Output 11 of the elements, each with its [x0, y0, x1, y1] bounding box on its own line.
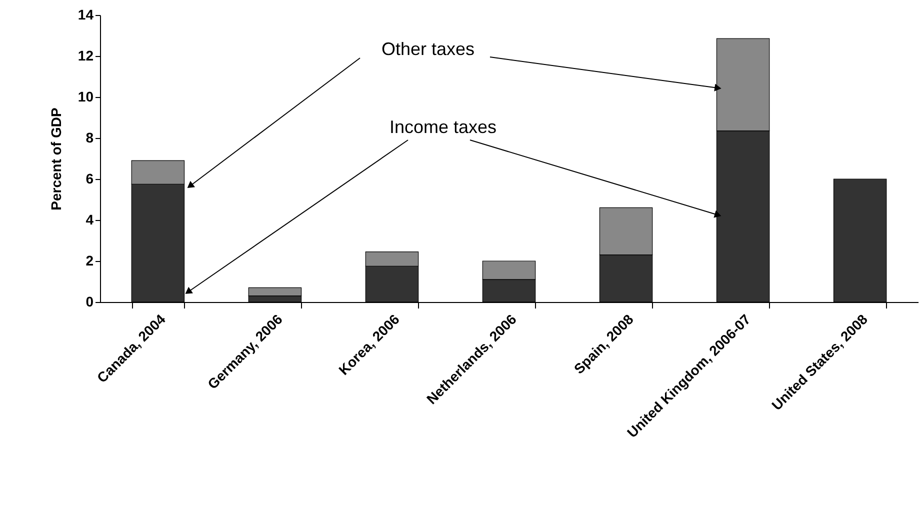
y-tick-label: 14	[78, 6, 94, 22]
y-tick-label: 4	[86, 212, 94, 228]
y-axis-title: Percent of GDP	[48, 108, 64, 210]
y-tick-label: 0	[86, 294, 94, 310]
y-tick-label: 6	[86, 170, 94, 186]
y-tick-label: 8	[86, 130, 94, 146]
y-tick-label: 12	[78, 48, 94, 64]
text: Income taxes	[389, 117, 497, 137]
y-tick-label: 10	[78, 88, 94, 104]
y-tick-label: 2	[86, 252, 94, 268]
text: Other taxes	[381, 39, 475, 59]
